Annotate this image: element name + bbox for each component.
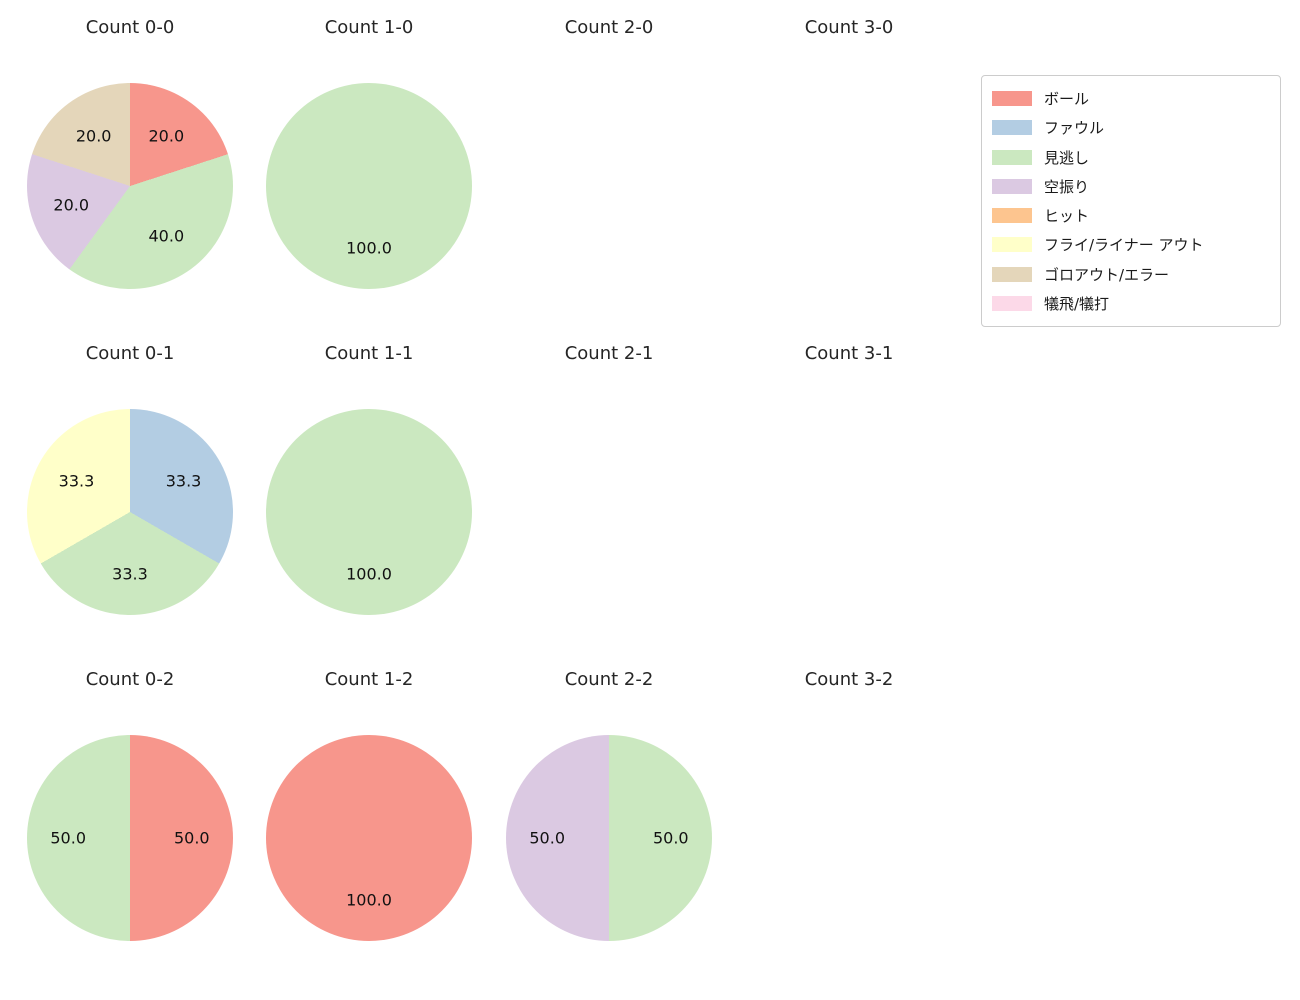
pie-slice-pct-label: 20.0 <box>75 126 112 146</box>
legend-item: フライ/ライナー アウト <box>992 230 1270 259</box>
chart-title-count-2-1: Count 2-1 <box>564 343 654 364</box>
legend-label: ファウル <box>1044 119 1105 138</box>
pie-slice-pct-label: 50.0 <box>529 828 565 848</box>
legend-color-swatch <box>992 91 1032 106</box>
pie-slice-pct-label: 20.0 <box>148 126 185 146</box>
pie-slice-pct-label: 33.3 <box>165 471 202 491</box>
chart-title-count-0-0: Count 0-0 <box>85 17 175 38</box>
pie-count-0-0 <box>27 83 233 289</box>
pie-count-2-2 <box>506 735 712 941</box>
legend-item: ボール <box>992 84 1270 113</box>
pie-slice-pct-label: 50.0 <box>652 828 689 848</box>
pie-slice-pct-label: 50.0 <box>173 828 210 848</box>
legend-label: 犠飛/犠打 <box>1044 294 1110 313</box>
pie-slice-pct-label: 100.0 <box>346 890 392 910</box>
legend-label: ゴロアウト/エラー <box>1044 265 1170 284</box>
pie-count-0-1 <box>27 409 233 615</box>
legend-item: ヒット <box>992 201 1270 230</box>
chart-title-count-1-0: Count 1-0 <box>324 17 414 38</box>
pie-slice-pct-label: 33.3 <box>112 564 148 584</box>
legend-color-swatch <box>992 120 1032 136</box>
legend-color-swatch <box>992 266 1032 282</box>
legend-label: ボール <box>1044 90 1090 108</box>
pie-count-0-2 <box>27 735 233 941</box>
chart-title-count-1-2: Count 1-2 <box>324 669 414 690</box>
legend: ボールファウル見逃し空振りヒットフライ/ライナー アウト ゴロアウト/エラー 犠飛/… <box>981 75 1281 327</box>
legend-label: ヒット <box>1044 207 1090 226</box>
pie-slice-pct-label: 20.0 <box>53 195 90 215</box>
legend-item: ゴロアウト/エラー <box>992 260 1270 289</box>
chart-title-count-2-2: Count 2-2 <box>564 669 654 690</box>
legend-color-swatch <box>992 208 1032 224</box>
chart-title-count-3-0: Count 3-0 <box>804 17 894 38</box>
legend-color-swatch <box>992 237 1032 253</box>
pie-slice-pct-label: 50.0 <box>50 828 86 848</box>
pie-count-1-0 <box>266 83 472 289</box>
legend-color-swatch <box>992 295 1032 311</box>
chart-title-count-3-1: Count 3-1 <box>804 343 894 364</box>
legend-label: 見逃し <box>1044 148 1090 167</box>
legend-label: 空振り <box>1044 177 1090 196</box>
pie-count-1-2 <box>266 735 472 941</box>
legend-item: 空振り <box>992 172 1270 201</box>
pie-slice-pct-label: 100.0 <box>346 238 392 258</box>
chart-title-count-1-1: Count 1-1 <box>324 343 414 364</box>
pie-slice-pct-label: 40.0 <box>148 226 185 246</box>
legend-color-swatch <box>992 178 1032 194</box>
chart-title-count-3-2: Count 3-2 <box>804 669 894 690</box>
pie-count-1-1 <box>266 409 472 615</box>
legend-label: フライ/ライナー アウト <box>1044 236 1204 255</box>
chart-title-count-2-0: Count 2-0 <box>564 17 654 38</box>
legend-item: 犠飛/犠打 <box>992 289 1270 318</box>
legend-item: 見逃し <box>992 143 1270 172</box>
chart-title-count-0-2: Count 0-2 <box>85 669 175 690</box>
legend-item: ファウル <box>992 113 1270 142</box>
legend-color-swatch <box>992 149 1032 165</box>
pie-slice-pct-label: 33.3 <box>58 471 95 491</box>
chart-title-count-0-1: Count 0-1 <box>85 343 175 364</box>
pie-slice-pct-label: 100.0 <box>346 564 392 584</box>
